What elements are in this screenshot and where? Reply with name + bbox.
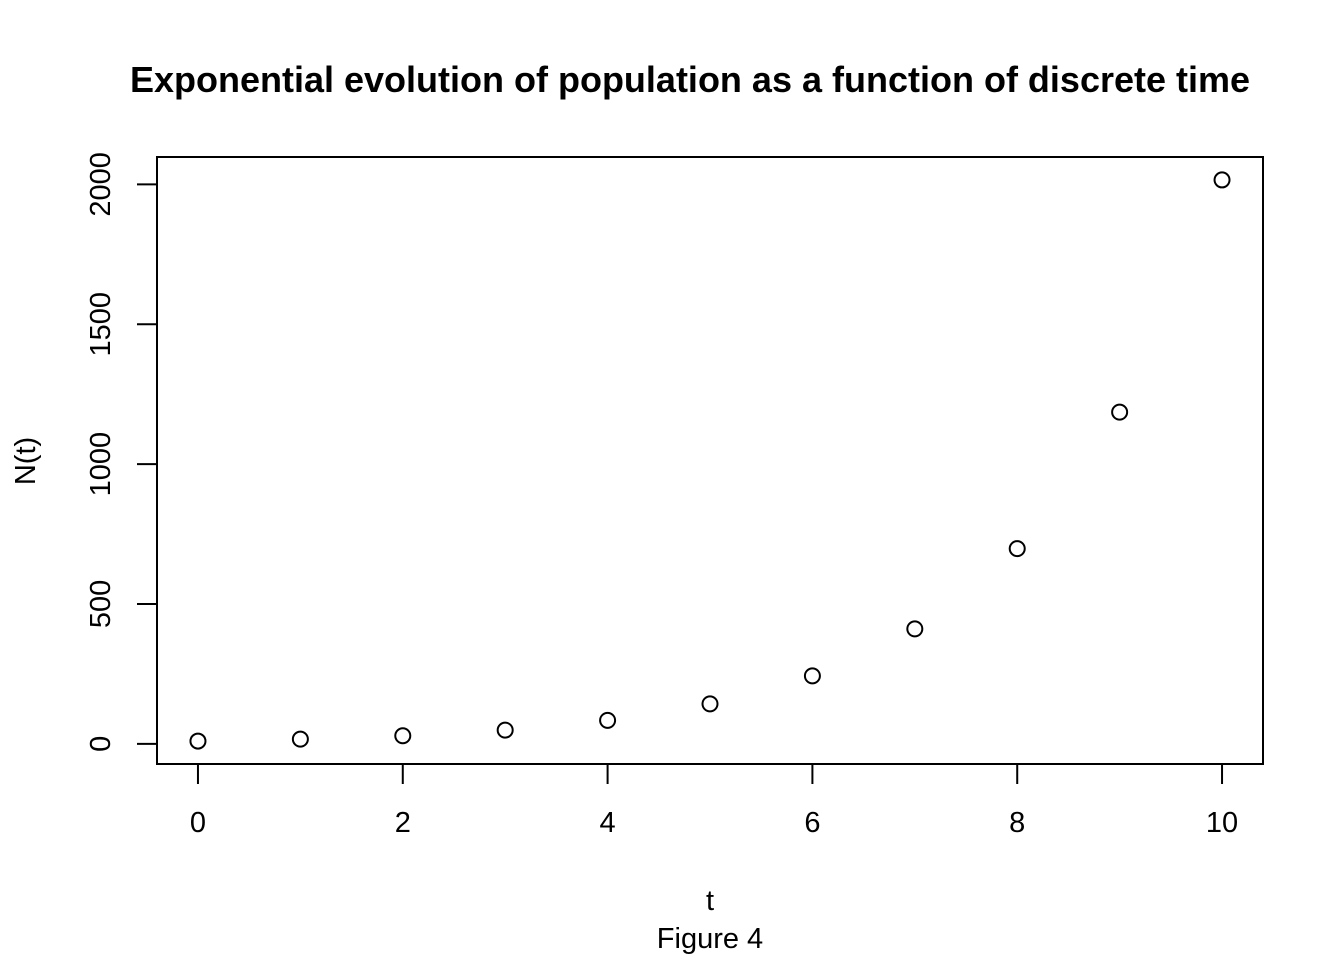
x-tick-label: 10 xyxy=(1206,807,1238,839)
data-point xyxy=(496,721,514,739)
y-axis-label: N(t) xyxy=(10,437,42,485)
x-tick-label: 0 xyxy=(190,807,206,839)
y-tick-label: 1000 xyxy=(85,432,117,497)
data-point xyxy=(1008,540,1026,558)
data-point xyxy=(189,732,207,750)
y-tick-label: 1500 xyxy=(85,292,117,357)
data-point xyxy=(394,727,412,745)
y-tick-label: 0 xyxy=(85,736,117,752)
x-axis-label: t xyxy=(706,885,714,917)
y-tick-label: 500 xyxy=(85,580,117,628)
data-point xyxy=(906,620,924,638)
data-point xyxy=(599,711,617,729)
y-tick-label: 2000 xyxy=(85,152,117,217)
figure-caption: Figure 4 xyxy=(657,923,763,955)
x-tick-label: 6 xyxy=(804,807,820,839)
data-points xyxy=(189,171,1231,750)
x-tick-label: 8 xyxy=(1009,807,1025,839)
chart-title: Exponential evolution of population as a… xyxy=(130,59,1250,100)
data-point xyxy=(803,667,821,685)
data-point xyxy=(701,695,719,713)
x-axis: 0 2 4 6 8 10 xyxy=(190,763,1238,839)
data-point xyxy=(291,730,309,748)
data-point xyxy=(1213,171,1231,189)
plot-frame xyxy=(156,156,1264,765)
data-point xyxy=(1111,403,1129,421)
y-axis: 0 500 1000 1500 2000 xyxy=(85,152,158,752)
x-tick-label: 2 xyxy=(395,807,411,839)
x-tick-label: 4 xyxy=(600,807,616,839)
